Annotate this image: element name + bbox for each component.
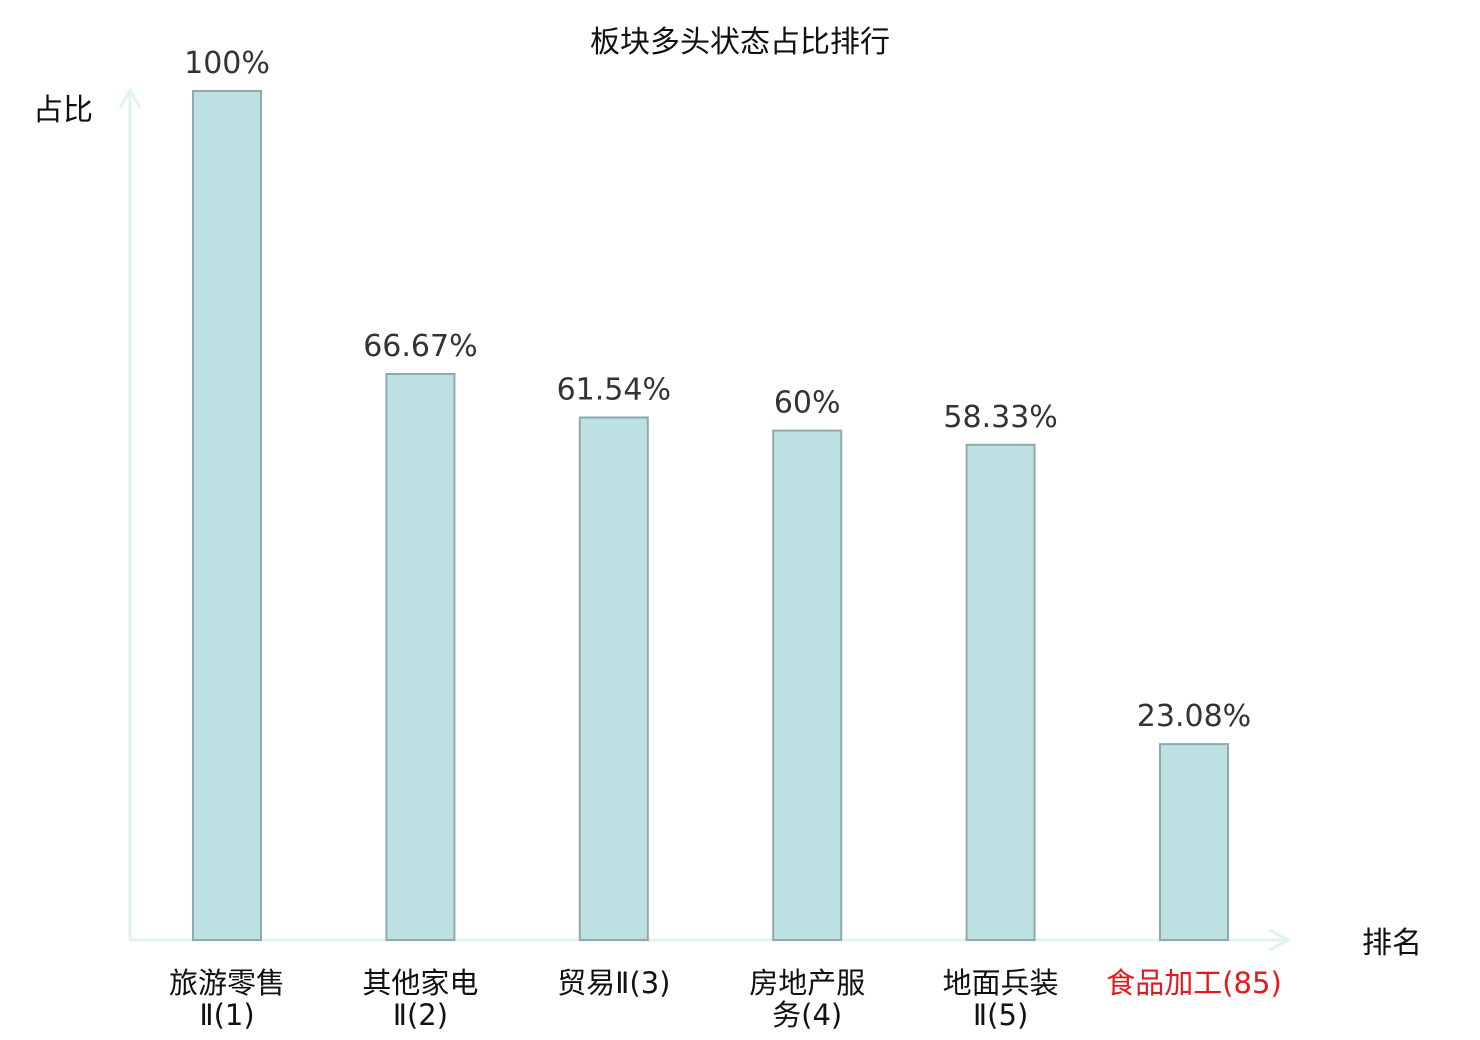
category-label-1-line-2: Ⅱ(1)	[199, 998, 254, 1032]
bar-1	[192, 90, 262, 941]
bar-3	[578, 416, 649, 941]
value-label-5: 58.33%	[943, 400, 1057, 435]
category-label-2-line-1: 其他家电	[362, 966, 478, 1000]
category-label-6: 食品加工(85)	[1106, 966, 1282, 1000]
value-label-2: 66.67%	[363, 329, 477, 364]
value-label-3: 61.54%	[557, 373, 671, 408]
category-label-2-line-2: Ⅱ(2)	[393, 998, 448, 1032]
category-label-6-line-1: 食品加工(85)	[1106, 966, 1282, 1000]
category-label-4-line-2: 务(4)	[772, 998, 842, 1032]
bar-4	[772, 429, 843, 941]
value-label-1: 100%	[184, 46, 270, 81]
category-label-4: 房地产服务(4)	[749, 966, 865, 1032]
value-labels: 100% 66.67% 61.54% 60% 58.33% 23.08%	[184, 46, 1251, 734]
bar-6	[1159, 743, 1229, 941]
value-label-6: 23.08%	[1137, 699, 1251, 734]
y-axis-label: 占比	[33, 93, 93, 128]
category-label-5: 地面兵装 Ⅱ(5)	[943, 966, 1059, 1032]
category-label-3: 贸易Ⅱ(3)	[557, 966, 670, 1000]
axes	[118, 86, 1292, 952]
y-axis-arrow	[118, 86, 142, 109]
category-label-4-line-1: 房地产服	[749, 966, 865, 1000]
category-label-3-line-1: 贸易Ⅱ(3)	[557, 966, 670, 1000]
category-label-2: 其他家电 Ⅱ(2)	[362, 966, 478, 1032]
bar-series	[192, 90, 1229, 941]
x-axis-arrow	[1269, 928, 1292, 952]
bar-2	[385, 373, 456, 941]
category-label-1-line-1: 旅游零售	[169, 966, 285, 1000]
x-axis-label: 排名	[1362, 926, 1422, 961]
bar-5	[965, 443, 1036, 941]
category-label-1: 旅游零售 Ⅱ(1)	[169, 966, 285, 1032]
category-label-5-line-1: 地面兵装	[943, 966, 1059, 1000]
value-label-4: 60%	[774, 386, 841, 421]
category-label-5-line-2: Ⅱ(5)	[973, 998, 1028, 1032]
category-labels: 旅游零售 Ⅱ(1) 其他家电 Ⅱ(2) 贸易Ⅱ(3) 房地产服务(4) 地面兵装 Ⅱ(5) 食品…	[169, 966, 1282, 1032]
chart-title: 板块多头状态占比排行	[590, 25, 890, 60]
